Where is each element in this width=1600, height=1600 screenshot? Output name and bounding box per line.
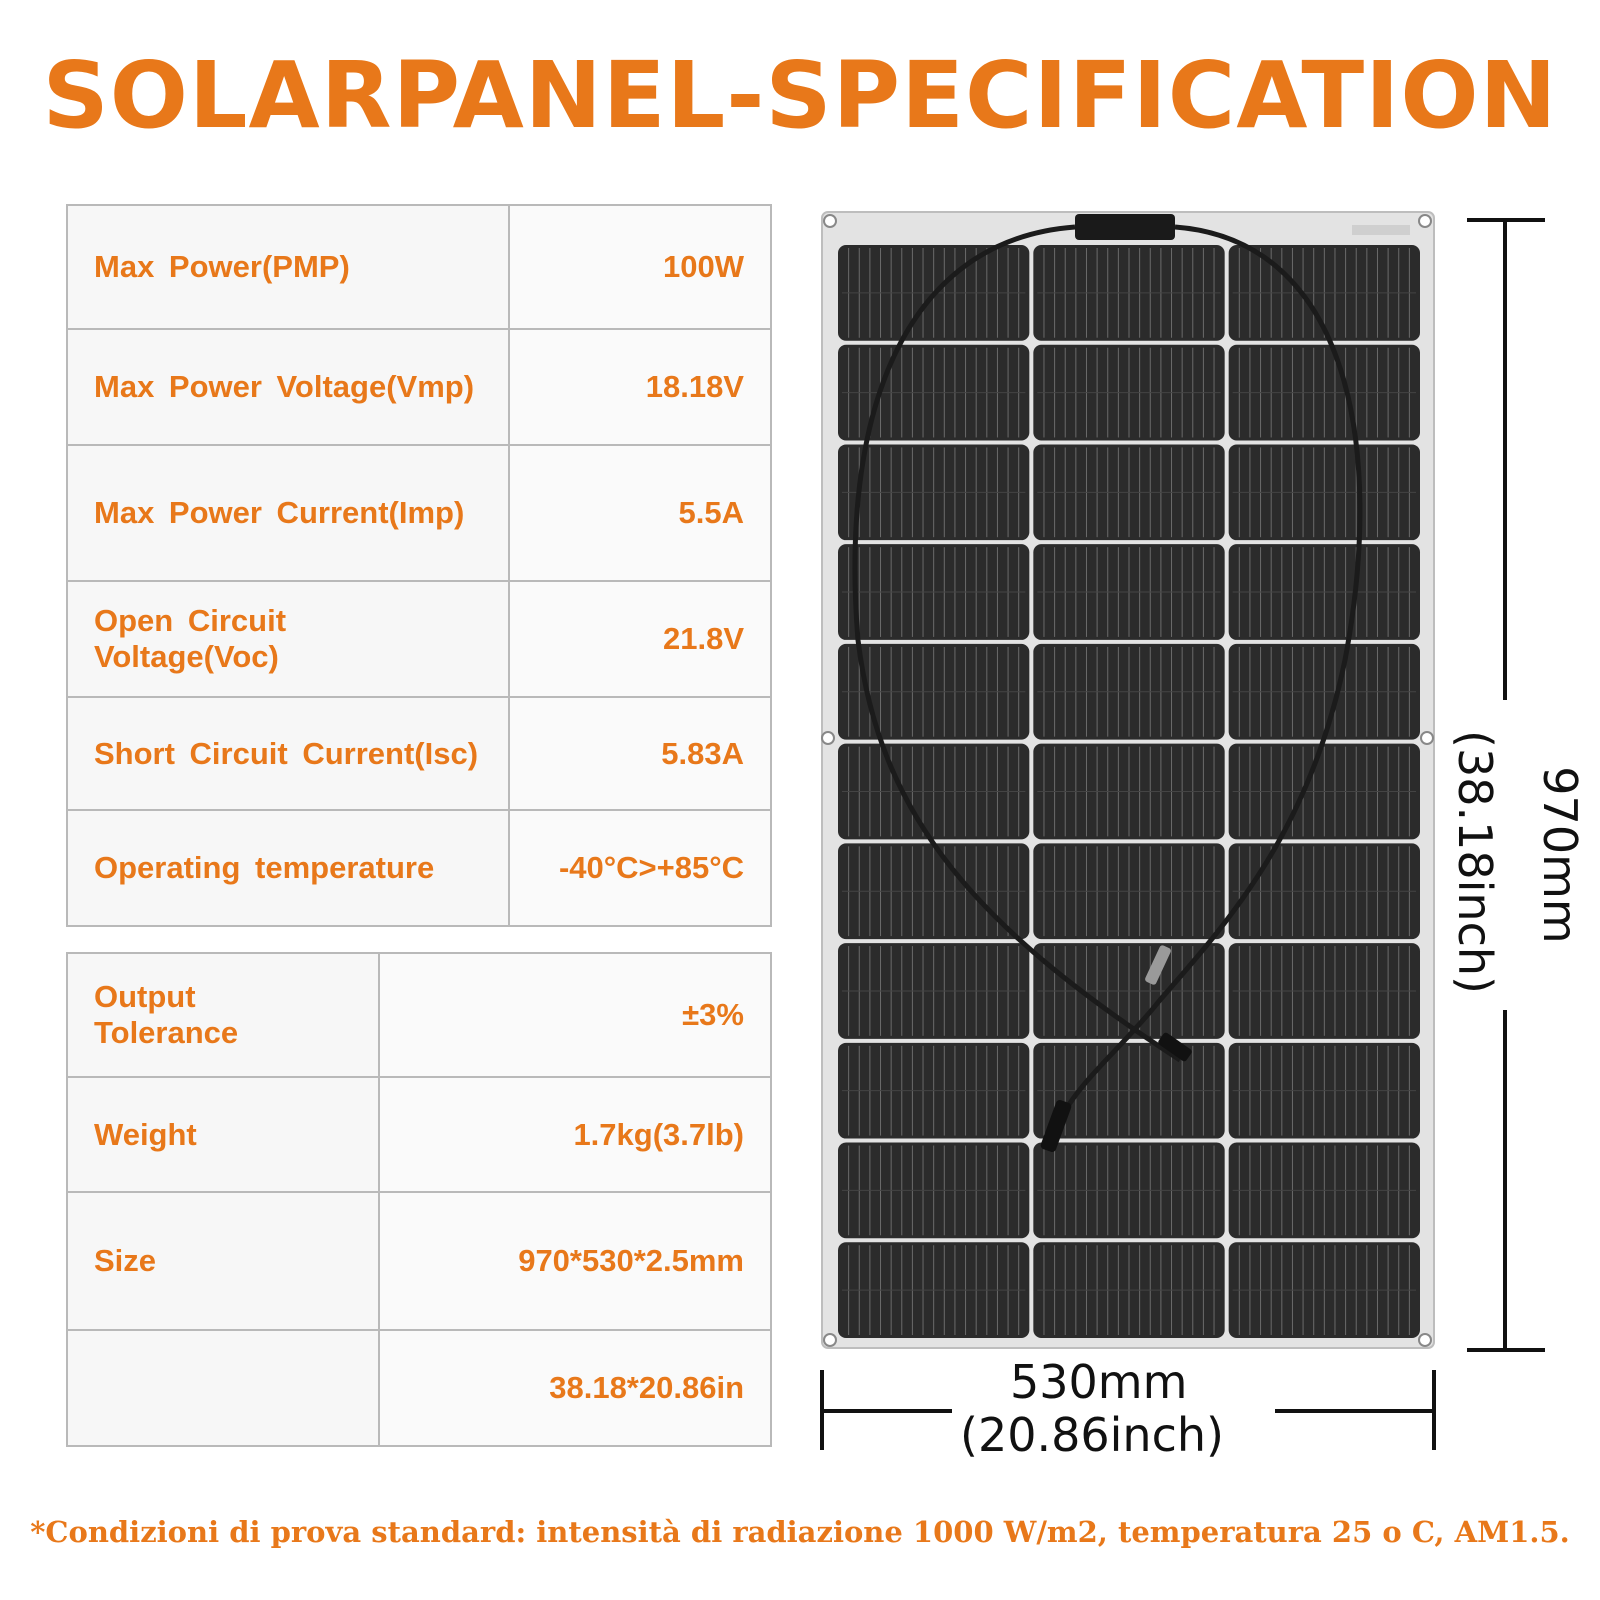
table-row: Weight 1.7kg(3.7lb) <box>66 1076 773 1193</box>
spec-label: Short Circuit Current(Isc) <box>65 696 511 811</box>
height-mm-label: 970mm <box>1533 766 1587 944</box>
table-row: Open Circuit Voltage(Voc) 21.8V <box>65 580 772 698</box>
spec-value: 1.7kg(3.7lb) <box>377 1076 773 1193</box>
width-mm-label: 530mm <box>1010 1355 1188 1409</box>
test-conditions-footnote: *Condizioni di prova standard: intensità… <box>30 1515 1570 1549</box>
spec-label: Size <box>66 1191 380 1331</box>
table-row: Size 970*530*2.5mm <box>66 1191 773 1331</box>
spec-table-electrical: Max Power(PMP) 100W Max Power Voltage(Vm… <box>65 204 772 927</box>
spec-label: Weight <box>66 1076 380 1193</box>
spec-value: 5.5A <box>508 444 772 582</box>
spec-label: Max Power Current(Imp) <box>65 444 511 582</box>
table-row: 38.18*20.86in <box>66 1329 773 1447</box>
spec-table-physical: Output Tolerance ±3% Weight 1.7kg(3.7lb)… <box>66 952 773 1447</box>
table-row: Output Tolerance ±3% <box>66 952 773 1078</box>
panel-cells <box>838 245 1420 1338</box>
page-title: SOLARPANEL-SPECIFICATION <box>42 42 1558 149</box>
spec-label: Open Circuit Voltage(Voc) <box>65 580 511 698</box>
width-dimension-line <box>820 1370 1436 1450</box>
width-inch-label: (20.86inch) <box>960 1408 1224 1462</box>
table-row: Operating temperature -40°C>+85°C <box>65 809 772 927</box>
spec-value: 18.18V <box>508 328 772 446</box>
spec-value: 100W <box>508 204 772 330</box>
spec-value: 5.83A <box>508 696 772 811</box>
spec-label: Output Tolerance <box>66 952 380 1078</box>
panel-cable <box>852 214 1363 1153</box>
spec-value: -40°C>+85°C <box>508 809 772 927</box>
table-row: Short Circuit Current(Isc) 5.83A <box>65 696 772 811</box>
table-row: Max Power Current(Imp) 5.5A <box>65 444 772 582</box>
spec-label: Max Power Voltage(Vmp) <box>65 328 511 446</box>
height-inch-label: (38.18inch) <box>1448 730 1502 994</box>
spec-value: 21.8V <box>508 580 772 698</box>
spec-label <box>66 1329 380 1447</box>
table-row: Max Power(PMP) 100W <box>65 204 772 330</box>
spec-value: 970*530*2.5mm <box>377 1191 773 1331</box>
table-row: Max Power Voltage(Vmp) 18.18V <box>65 328 772 446</box>
spec-label: Operating temperature <box>65 809 511 927</box>
spec-value: ±3% <box>377 952 773 1078</box>
spec-value: 38.18*20.86in <box>377 1329 773 1447</box>
height-dimension-line <box>1467 218 1545 1352</box>
spec-label: Max Power(PMP) <box>65 204 511 330</box>
